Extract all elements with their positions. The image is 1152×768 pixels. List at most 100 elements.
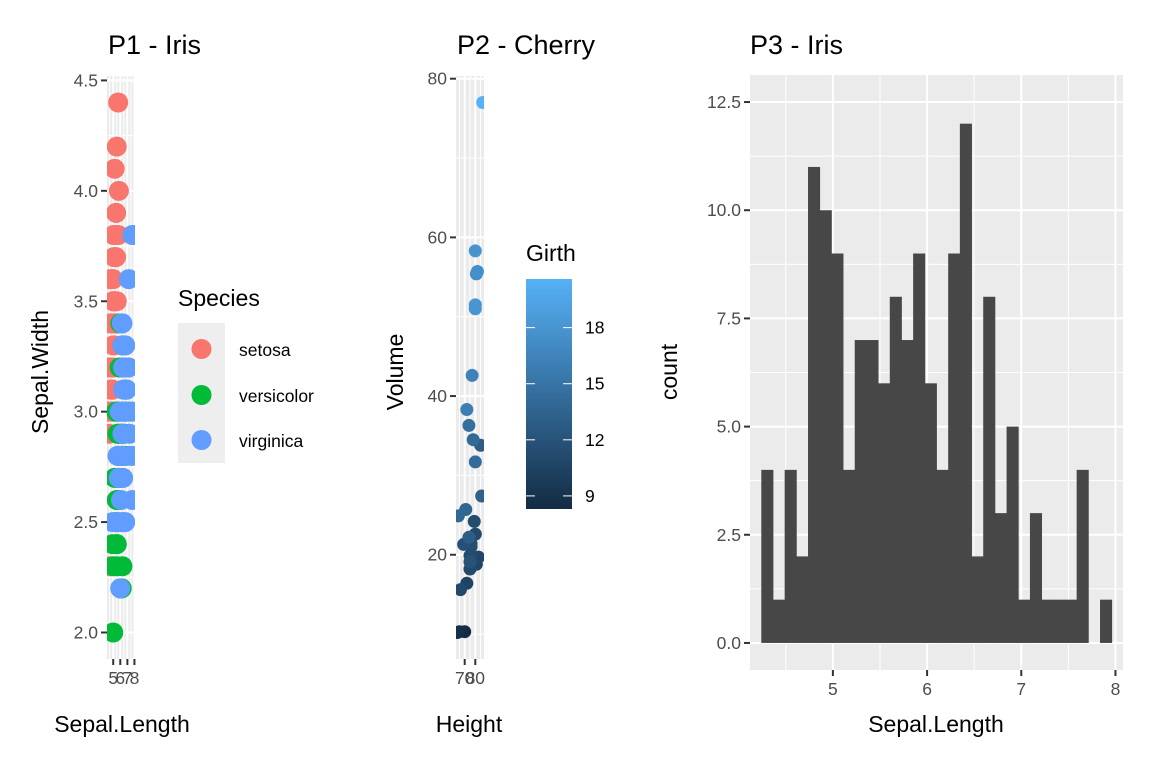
p1-y-axis: 2.0 2.5 3.0 3.5 4.0 4.5 — [74, 70, 107, 643]
p1-point-virginica — [115, 335, 135, 356]
p1-y-tick-label: 3.5 — [74, 291, 98, 311]
p2-y-axis: 20 40 60 80 — [428, 69, 456, 565]
p2-point — [475, 489, 484, 503]
p3-title: P3 - Iris — [750, 30, 843, 60]
legend-title-species: Species — [178, 285, 260, 311]
p3-x-tick-label: 7 — [1016, 679, 1026, 699]
p3-y-tick-label: 12.5 — [707, 92, 741, 112]
p1-point-virginica — [111, 313, 132, 334]
p2-point — [468, 455, 482, 469]
p1-legend: Species setosa versicolor virginica — [178, 285, 314, 463]
p3-histogram-bar — [913, 253, 926, 643]
p3-histogram-bar — [866, 340, 879, 643]
p1-point-setosa — [107, 225, 124, 245]
p3-histogram-bar — [936, 469, 949, 643]
p1-point-virginica — [119, 423, 135, 444]
legend-label-virginica: virginica — [239, 431, 303, 451]
p1-point-virginica — [111, 490, 131, 510]
p1-point-setosa — [108, 180, 129, 201]
p2-point — [462, 530, 476, 544]
p2-point — [460, 403, 474, 417]
p2-point — [470, 264, 484, 278]
p2-point — [465, 368, 479, 382]
p3-histogram-bar — [971, 556, 984, 643]
p1-point-virginica — [115, 357, 135, 378]
colorbar-tick-label: 12 — [585, 430, 604, 450]
p1-point-versicolor — [107, 534, 127, 555]
p3-histogram-bar — [854, 340, 867, 643]
p3-histogram-bar — [901, 340, 914, 643]
p3-histogram-bar — [831, 253, 844, 643]
p1-point-virginica — [109, 401, 130, 422]
p2-point — [456, 509, 465, 523]
p2-x-tick-label: 70 — [455, 668, 475, 688]
p2-x-axis-title: Height — [436, 711, 503, 737]
p1-y-tick-label: 2.0 — [74, 623, 99, 643]
p3-histogram-bar — [761, 469, 774, 643]
p1-point-setosa — [107, 291, 124, 312]
p2-points — [456, 96, 484, 639]
p1-x-axis-title: Sepal.Length — [54, 711, 190, 737]
p3-histogram-bar — [772, 599, 786, 643]
p2-title: P2 - Cherry — [457, 30, 596, 60]
p3-histogram-bar — [889, 296, 902, 643]
p1-point-virginica — [118, 269, 135, 290]
colorbar-tick-label: 15 — [585, 374, 604, 394]
p2-point — [462, 418, 476, 432]
p3-y-tick-label: 5.0 — [717, 417, 742, 437]
p1-point-setosa — [108, 92, 129, 113]
p3-histogram-bar — [1053, 599, 1066, 643]
p3-histogram-bar — [819, 210, 832, 643]
p2-colorbar-legend: Girth 9 12 15 18 — [526, 240, 604, 509]
p1-x-tick-label: 8 — [130, 668, 140, 688]
p3-histogram-bar — [843, 469, 856, 643]
p1-point-setosa — [107, 269, 123, 290]
p3-y-tick-label: 7.5 — [717, 308, 741, 328]
panel-p3-iris-histogram: P3 - Iris 0.0 2.5 5.0 7.5 10.0 12.5 5 6 7 8 Sepa… — [656, 30, 1123, 737]
p2-y-tick-label: 40 — [428, 386, 448, 406]
p3-histogram-bar — [983, 296, 996, 643]
p1-points — [107, 92, 135, 643]
p3-histogram-bar — [1100, 599, 1113, 643]
p3-histogram-bar — [1029, 513, 1043, 643]
p1-point-virginica — [110, 578, 131, 599]
legend-key-setosa — [191, 339, 212, 359]
p3-x-axis: 5 6 7 8 — [828, 670, 1120, 699]
p3-histogram-bar — [796, 556, 809, 643]
p1-point-setosa — [107, 202, 127, 223]
p1-point-virginica — [116, 379, 135, 400]
p1-point-setosa — [107, 247, 126, 268]
p1-point-versicolor — [107, 622, 124, 643]
p3-histogram-bar — [948, 253, 961, 643]
p3-histogram-bar — [1006, 426, 1019, 643]
p3-histogram-bar — [994, 513, 1007, 643]
p2-point — [476, 96, 484, 109]
p3-x-tick-label: 5 — [828, 679, 838, 699]
p3-y-axis-title: count — [656, 343, 682, 400]
colorbar-title-girth: Girth — [526, 240, 576, 266]
p3-histogram-bar — [924, 383, 937, 643]
legend-key-versicolor — [191, 385, 212, 405]
p2-point — [463, 555, 477, 569]
p2-point — [456, 626, 464, 639]
legend-label-setosa: setosa — [239, 340, 291, 360]
p1-y-tick-label: 4.5 — [74, 70, 98, 90]
p1-y-axis-title: Sepal.Width — [27, 310, 53, 434]
p3-x-axis-title: Sepal.Length — [868, 711, 1004, 737]
colorbar-gradient — [526, 279, 572, 509]
p1-y-tick-label: 2.5 — [74, 512, 98, 532]
p3-histogram-bar — [959, 123, 972, 643]
p2-y-axis-title: Volume — [382, 334, 408, 411]
p3-x-tick-label: 6 — [922, 679, 932, 699]
p1-y-tick-label: 4.0 — [74, 181, 99, 201]
p1-title: P1 - Iris — [108, 30, 201, 60]
p1-point-versicolor — [107, 556, 124, 577]
p2-y-tick-label: 60 — [428, 227, 448, 247]
p3-x-tick-label: 8 — [1111, 679, 1121, 699]
p3-histogram-bar — [1041, 599, 1054, 643]
